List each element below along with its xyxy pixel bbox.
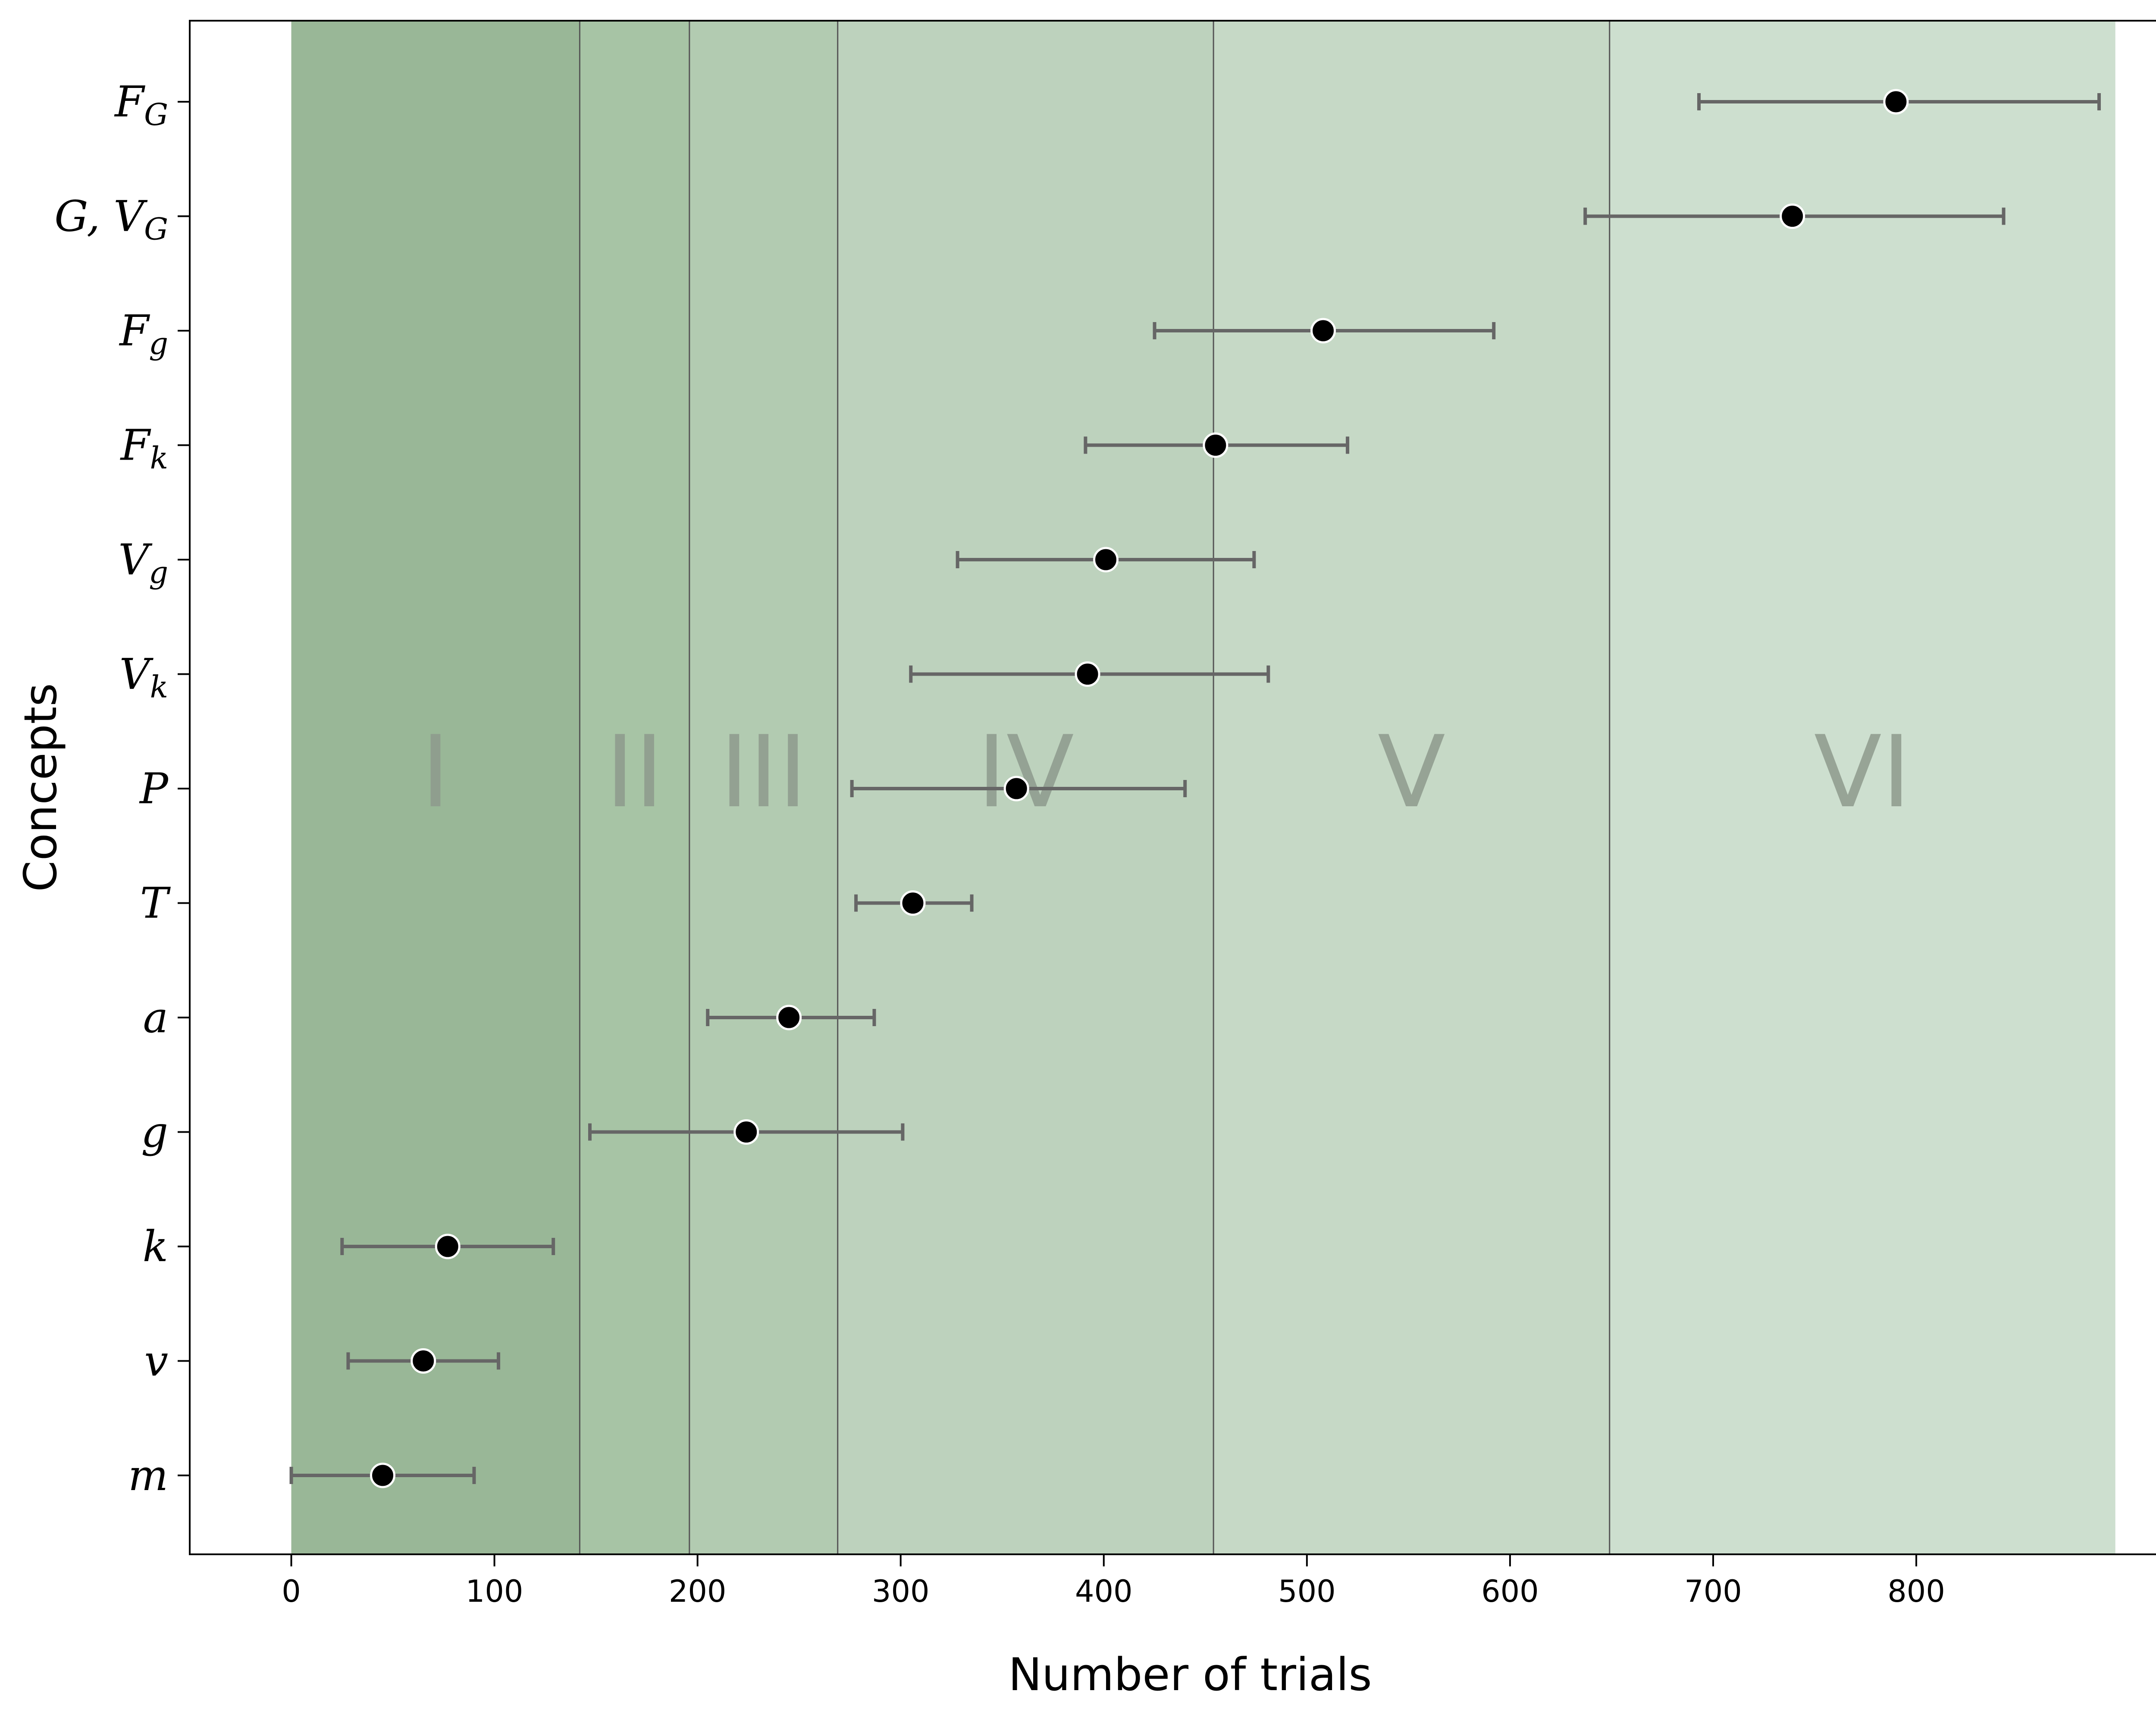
zone-v bbox=[1213, 22, 1610, 1553]
zone-label-iv: IV bbox=[977, 715, 1074, 830]
y-axis-ticks: FG G, VG Fg Fk Vg Vk P Ta g k v m bbox=[54, 78, 190, 1500]
x-tick-label: 700 bbox=[1684, 1574, 1742, 1609]
concept-label: k bbox=[143, 1222, 168, 1271]
concept-label: FG bbox=[114, 78, 168, 132]
data-point bbox=[435, 1234, 461, 1259]
zone-i bbox=[291, 22, 580, 1553]
concept-label: P bbox=[139, 764, 169, 814]
zone-boundaries bbox=[579, 22, 1611, 1553]
concept-label: v bbox=[144, 1337, 168, 1386]
zones-layer bbox=[291, 22, 2115, 1553]
concept-label: Fk bbox=[120, 421, 168, 476]
x-tick-label: 300 bbox=[872, 1574, 930, 1609]
concept-label: Fg bbox=[119, 307, 168, 361]
data-point bbox=[1310, 318, 1336, 344]
x-tick-label: 400 bbox=[1075, 1574, 1133, 1609]
x-tick-label: 600 bbox=[1481, 1574, 1539, 1609]
concept-label: g bbox=[141, 1108, 168, 1157]
x-tick-label: 800 bbox=[1887, 1574, 1945, 1609]
x-tick-label: 200 bbox=[669, 1574, 727, 1609]
data-point bbox=[411, 1348, 436, 1374]
zone-labels-layer: I II III IV V VI bbox=[421, 715, 1911, 830]
x-tick-label: 100 bbox=[466, 1574, 523, 1609]
data-points bbox=[370, 89, 1909, 1488]
concept-label: Vg bbox=[118, 535, 168, 590]
zone-iii bbox=[689, 22, 838, 1553]
data-point bbox=[1003, 776, 1029, 802]
data-point bbox=[1093, 547, 1119, 573]
data-point bbox=[776, 1005, 802, 1030]
data-point bbox=[733, 1119, 759, 1145]
data-point bbox=[370, 1462, 396, 1488]
zone-label-ii: II bbox=[605, 715, 664, 830]
x-axis-label: Number of trials bbox=[1008, 1648, 1372, 1701]
zone-ii bbox=[580, 22, 689, 1553]
zone-label-iii: III bbox=[720, 715, 808, 830]
concept-label: G, VG bbox=[54, 192, 168, 247]
y-axis-label: Concepts bbox=[14, 683, 67, 892]
x-tick-label: 0 bbox=[282, 1574, 301, 1609]
data-point bbox=[1203, 432, 1228, 458]
zone-label-i: I bbox=[421, 715, 450, 830]
concept-label: T bbox=[140, 879, 171, 928]
data-point bbox=[1075, 661, 1100, 687]
zone-vi bbox=[1609, 22, 2115, 1553]
concept-label: a bbox=[143, 993, 168, 1043]
concept-label: m bbox=[128, 1451, 168, 1500]
data-point bbox=[900, 890, 926, 916]
data-point bbox=[1883, 89, 1909, 115]
x-axis-ticks: 0 100 200 300 400 500 600 700 800 bbox=[282, 1554, 1945, 1609]
zone-label-v: V bbox=[1378, 715, 1445, 830]
zone-label-vi: VI bbox=[1814, 715, 1911, 830]
concept-label: Vk bbox=[119, 650, 168, 705]
data-point bbox=[1780, 204, 1805, 229]
x-tick-label: 500 bbox=[1278, 1574, 1336, 1609]
plot-frame bbox=[189, 20, 2156, 1555]
